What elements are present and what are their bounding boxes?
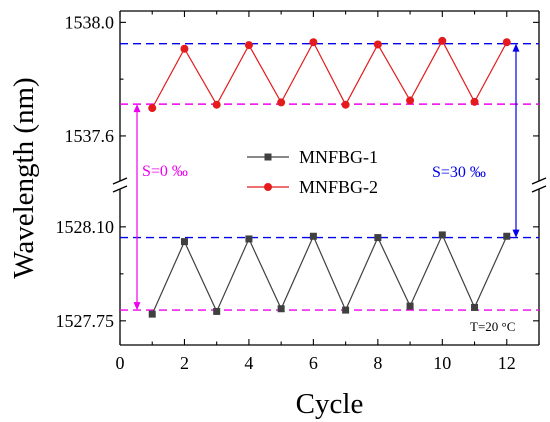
annotation-strain-0: S=0 ‰	[142, 163, 188, 180]
data-point	[374, 234, 382, 242]
series-line	[151, 39, 508, 109]
data-point	[213, 307, 221, 315]
annotation-strain-30: S=30 ‰	[432, 164, 486, 181]
x-tick-label: 2	[180, 353, 189, 373]
data-point	[342, 306, 350, 314]
data-point	[212, 100, 221, 109]
data-point	[373, 40, 382, 49]
data-point	[471, 303, 479, 311]
data-point	[244, 41, 253, 50]
data-point	[438, 36, 447, 45]
axis-break-mark	[112, 185, 128, 193]
data-point	[502, 38, 511, 47]
axis-break-mark	[531, 177, 547, 185]
y-tick-label: 1537.6	[65, 126, 115, 146]
y-tick-label: 1538.0	[65, 12, 115, 32]
data-point	[245, 235, 253, 243]
series-line	[151, 233, 508, 315]
data-point	[148, 310, 156, 318]
x-tick-label: 4	[244, 353, 253, 373]
data-point	[341, 100, 350, 109]
y-tick-label: 1528.10	[56, 217, 115, 237]
x-axis-label: Cycle	[296, 388, 364, 420]
data-point	[180, 44, 189, 53]
x-tick-label: 8	[373, 353, 382, 373]
legend-label: MNFBG-1	[299, 147, 378, 167]
axis-break-mark	[112, 177, 128, 185]
data-point	[470, 97, 479, 106]
y-tick-label: 1527.75	[56, 311, 115, 331]
y-axis-label: Wavelength (nm)	[8, 77, 40, 278]
strain-30-arrow-head-top	[512, 43, 520, 52]
data-point	[148, 104, 157, 113]
axis-break-mark	[531, 185, 547, 193]
strain-0-arrow-head-top	[133, 104, 141, 113]
data-point	[180, 238, 188, 246]
data-point	[406, 302, 414, 310]
data-point	[277, 98, 286, 107]
data-point	[406, 96, 415, 105]
strain-0-arrow-head-bottom	[133, 302, 141, 311]
data-point	[438, 231, 446, 239]
legend-label: MNFBG-2	[299, 177, 378, 197]
x-tick-label: 0	[116, 353, 125, 373]
legend-marker	[264, 153, 272, 161]
x-tick-label: 6	[309, 353, 318, 373]
x-tick-label: 12	[498, 353, 516, 373]
data-point	[309, 38, 318, 47]
data-point	[309, 232, 317, 240]
strain-30-arrow-head-bottom	[512, 229, 520, 238]
legend-marker	[264, 183, 272, 191]
annotation-temperature: T=20 °C	[470, 319, 515, 334]
x-tick-label: 10	[433, 353, 451, 373]
data-point	[277, 305, 285, 313]
data-point	[503, 232, 511, 240]
